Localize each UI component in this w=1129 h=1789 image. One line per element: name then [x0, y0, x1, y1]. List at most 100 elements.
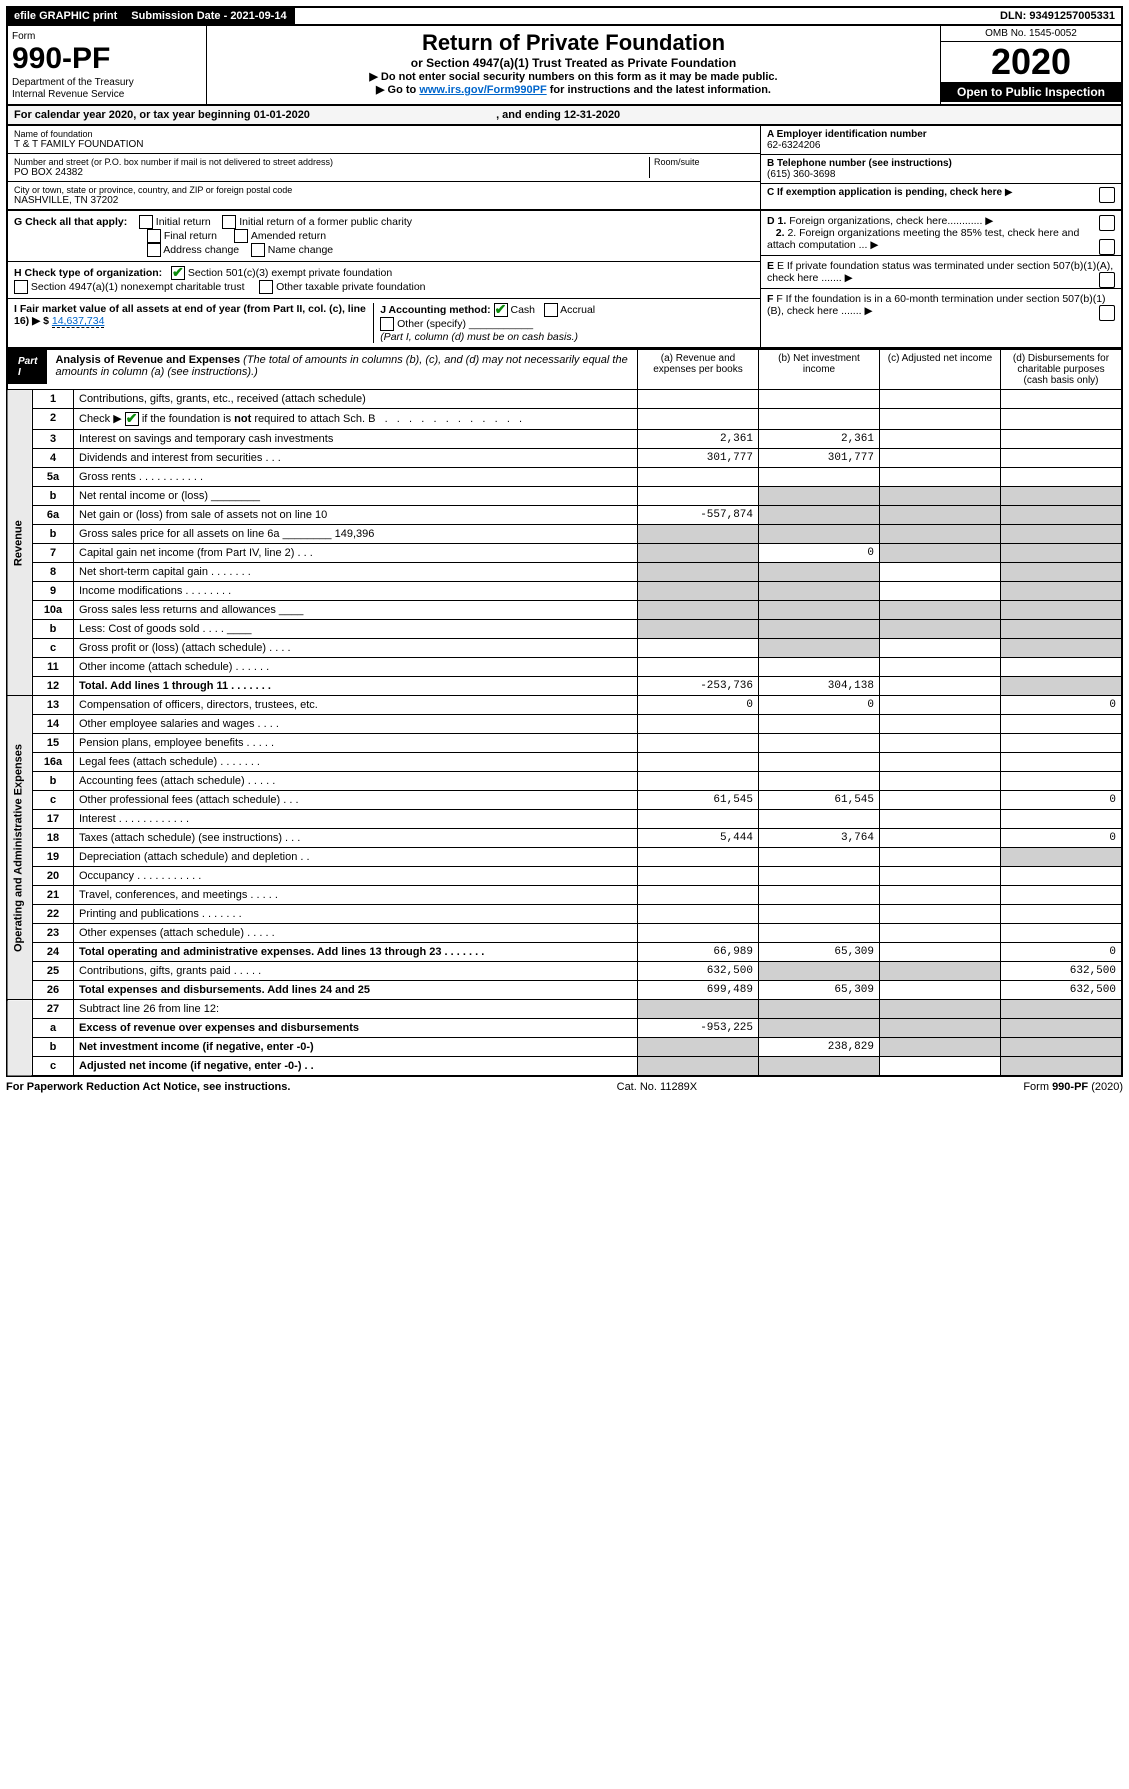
amt-cell: 632,500: [1001, 981, 1123, 1000]
cb-initial-former[interactable]: [222, 215, 236, 229]
line-number: 27: [33, 1000, 74, 1019]
irs-link[interactable]: www.irs.gov/Form990PF: [419, 84, 546, 96]
cb-initial[interactable]: [139, 215, 153, 229]
entity-info: Name of foundation T & T FAMILY FOUNDATI…: [6, 126, 1123, 211]
table-row: 22Printing and publications . . . . . . …: [7, 905, 1122, 924]
line-desc: Dividends and interest from securities .…: [74, 449, 638, 468]
a-label: A Employer identification number: [767, 129, 927, 140]
amt-cell: 699,489: [638, 981, 759, 1000]
amt-cell: [880, 1057, 1001, 1077]
checks-block: G Check all that apply: Initial return I…: [6, 211, 1123, 349]
table-row: 21Travel, conferences, and meetings . . …: [7, 886, 1122, 905]
amt-cell: 61,545: [638, 791, 759, 810]
line-number: 1: [33, 390, 74, 409]
amt-cell: 65,309: [759, 943, 880, 962]
cb-d1[interactable]: [1099, 215, 1115, 231]
amt-cell: [880, 658, 1001, 677]
table-row: cAdjusted net income (if negative, enter…: [7, 1057, 1122, 1077]
amt-cell: [1001, 639, 1123, 658]
amt-cell: [880, 582, 1001, 601]
amt-cell: 632,500: [1001, 962, 1123, 981]
table-row: 18Taxes (attach schedule) (see instructi…: [7, 829, 1122, 848]
amt-cell: [1001, 409, 1123, 430]
line-number: 7: [33, 544, 74, 563]
table-row: 7Capital gain net income (from Part IV, …: [7, 544, 1122, 563]
line-desc: Interest . . . . . . . . . . . .: [74, 810, 638, 829]
amt-cell: [638, 487, 759, 506]
amt-cell: [880, 734, 1001, 753]
line-number: b: [33, 620, 74, 639]
c-checkbox[interactable]: [1099, 187, 1115, 203]
line-desc: Gross sales price for all assets on line…: [74, 525, 638, 544]
amt-cell: [880, 867, 1001, 886]
line-number: 12: [33, 677, 74, 696]
line-desc: Other income (attach schedule) . . . . .…: [74, 658, 638, 677]
amt-cell: [1001, 487, 1123, 506]
amt-cell: [1001, 563, 1123, 582]
amt-cell: [638, 468, 759, 487]
footer-mid: Cat. No. 11289X: [617, 1081, 698, 1093]
h-4947: Section 4947(a)(1) nonexempt charitable …: [31, 281, 245, 293]
col-a-hdr: (a) Revenue and expenses per books: [638, 350, 759, 390]
table-row: 10aGross sales less returns and allowanc…: [7, 601, 1122, 620]
amt-cell: [880, 924, 1001, 943]
line-number: b: [33, 772, 74, 791]
cb-cash[interactable]: [494, 303, 508, 317]
table-row: bNet investment income (if negative, ent…: [7, 1038, 1122, 1057]
amt-cell: [880, 525, 1001, 544]
cb-name-change[interactable]: [251, 243, 265, 257]
line-desc: Net investment income (if negative, ente…: [74, 1038, 638, 1057]
part1-title-bold: Analysis of Revenue and Expenses: [55, 354, 240, 366]
amt-cell: [880, 810, 1001, 829]
line-desc: Total operating and administrative expen…: [74, 943, 638, 962]
room-label: Room/suite: [654, 157, 754, 167]
line-desc: Contributions, gifts, grants paid . . . …: [74, 962, 638, 981]
amt-cell: -953,225: [638, 1019, 759, 1038]
form-title: Return of Private Foundation: [211, 30, 936, 56]
cb-sch-b[interactable]: [125, 412, 139, 426]
side-blank: [7, 1000, 33, 1077]
submission-date: Submission Date - 2021-09-14: [125, 8, 294, 24]
ein: 62-6324206: [767, 140, 820, 151]
amt-cell: [880, 829, 1001, 848]
section-e: E E If private foundation status was ter…: [761, 256, 1121, 289]
cb-accrual[interactable]: [544, 303, 558, 317]
line-number: 21: [33, 886, 74, 905]
fmv-value[interactable]: 14,637,734: [52, 315, 105, 328]
section-ij: I Fair market value of all assets at end…: [8, 299, 760, 347]
amt-cell: [638, 620, 759, 639]
checks-left: G Check all that apply: Initial return I…: [8, 211, 761, 347]
amt-cell: [880, 1038, 1001, 1057]
header-right: OMB No. 1545-0052 2020 Open to Public In…: [940, 26, 1121, 104]
amt-cell: [759, 468, 880, 487]
table-row: aExcess of revenue over expenses and dis…: [7, 1019, 1122, 1038]
phone: (615) 360-3698: [767, 169, 835, 180]
arrow-icon: ▶: [1005, 187, 1013, 198]
cb-501c3[interactable]: [171, 266, 185, 280]
amt-cell: 65,309: [759, 981, 880, 1000]
cb-d2[interactable]: [1099, 239, 1115, 255]
amt-cell: [880, 886, 1001, 905]
checks-right: D 1. Foreign organizations, check here..…: [761, 211, 1121, 347]
line-desc: Taxes (attach schedule) (see instruction…: [74, 829, 638, 848]
cb-other-acct[interactable]: [380, 317, 394, 331]
cb-addr-change[interactable]: [147, 243, 161, 257]
part1-title: Analysis of Revenue and Expenses (The to…: [47, 350, 637, 384]
topbar: efile GRAPHIC print Submission Date - 20…: [6, 6, 1123, 26]
address-cell: Number and street (or P.O. box number if…: [8, 154, 760, 182]
amt-cell: [1001, 582, 1123, 601]
amt-cell: [759, 639, 880, 658]
form-note2: ▶ Go to www.irs.gov/Form990PF for instru…: [211, 83, 936, 96]
cb-4947[interactable]: [14, 280, 28, 294]
d1-text: Foreign organizations, check here.......…: [789, 215, 982, 227]
cb-amended[interactable]: [234, 229, 248, 243]
header-left: Form 990-PF Department of the Treasury I…: [8, 26, 207, 104]
line-desc: Net short-term capital gain . . . . . . …: [74, 563, 638, 582]
amt-cell: [1001, 525, 1123, 544]
cb-final[interactable]: [147, 229, 161, 243]
line-desc: Travel, conferences, and meetings . . . …: [74, 886, 638, 905]
cb-e[interactable]: [1099, 272, 1115, 288]
cb-f[interactable]: [1099, 305, 1115, 321]
amt-cell: [638, 753, 759, 772]
cb-other-tax[interactable]: [259, 280, 273, 294]
